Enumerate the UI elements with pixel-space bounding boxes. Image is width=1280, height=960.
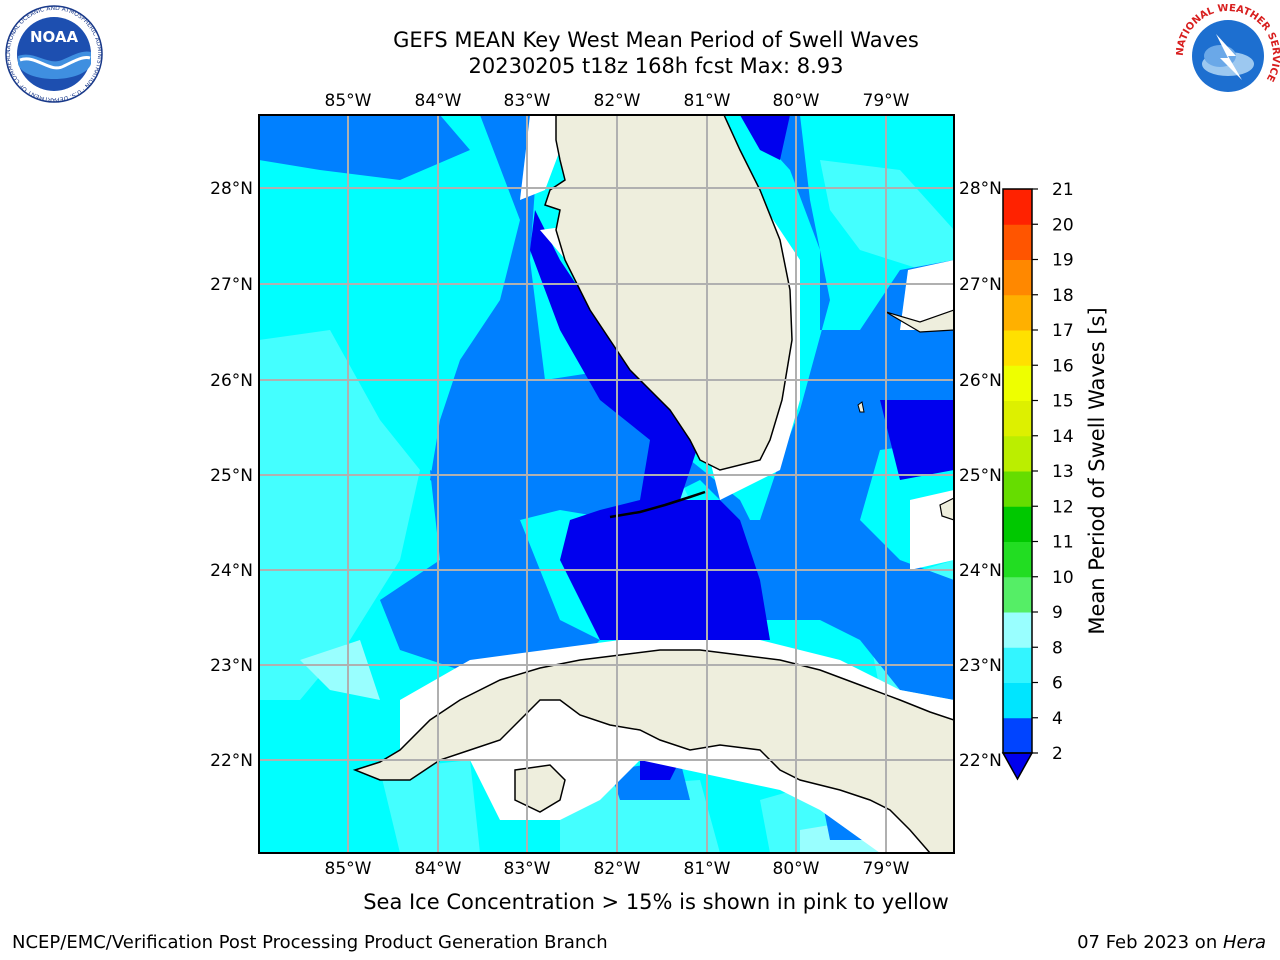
lon-label-81w-top: 81°W <box>684 91 731 111</box>
colorbar-segment <box>1003 224 1032 260</box>
colorbar-segment <box>1003 435 1032 472</box>
florida-land <box>544 115 793 471</box>
lat-label-27n-right: 27°N <box>959 275 1002 295</box>
colorbar-tick-label: 19 <box>1052 251 1074 271</box>
lat-labels-left: 28°N 27°N 26°N 25°N 24°N 23°N 22°N <box>210 179 253 771</box>
lat-label-23n-left: 23°N <box>210 656 253 676</box>
colorbar-tick-label: 2 <box>1052 744 1063 764</box>
lat-label-25n-right: 25°N <box>959 466 1002 486</box>
lon-label-80w-bottom: 80°W <box>773 859 820 879</box>
cuba-land <box>352 649 954 853</box>
florida-keys <box>609 490 706 519</box>
colorbar-segment <box>1003 400 1032 437</box>
lat-label-28n-left: 28°N <box>210 179 253 199</box>
colorbar-tick-label: 16 <box>1052 356 1074 376</box>
colorbar-tick-label: 13 <box>1052 462 1074 482</box>
colorbar-segment <box>1003 576 1032 613</box>
colorbar-segment <box>1003 330 1032 366</box>
bahamas-grand-bahama <box>885 309 954 333</box>
chart-subtitle: 20230205 t18z 168h fcst Max: 8.93 <box>468 54 844 78</box>
lon-label-84w-bottom: 84°W <box>415 859 462 879</box>
map-gridlines <box>259 115 954 853</box>
lat-label-22n-right: 22°N <box>959 751 1002 771</box>
colorbar: 2 4 6 8 9 10 11 12 13 14 15 16 17 18 19 20 21 <box>1001 180 1074 781</box>
map-frame <box>258 114 955 854</box>
nws-logo: NATIONAL WEATHER SERVICE <box>1176 4 1280 106</box>
colorbar-tick-label: 11 <box>1052 533 1074 553</box>
chart-title: GEFS MEAN Key West Mean Period of Swell … <box>393 28 919 52</box>
footer-host: Hera <box>1222 932 1266 953</box>
footer-date-text: 07 Feb 2023 on <box>1077 932 1223 953</box>
lon-label-85w-top: 85°W <box>325 91 372 111</box>
colorbar-extend-arrow <box>1001 752 1034 781</box>
lat-label-25n-left: 25°N <box>210 466 253 486</box>
lon-label-82w-top: 82°W <box>594 91 641 111</box>
colorbar-tick-label: 12 <box>1052 497 1074 517</box>
lat-label-27n-left: 27°N <box>210 275 253 295</box>
colorbar-title: Mean Period of Swell Waves [s] <box>1085 307 1109 635</box>
colorbar-tick-label: 6 <box>1052 674 1063 694</box>
colorbar-tick-label: 20 <box>1052 215 1074 235</box>
colorbar-segment <box>1003 717 1032 754</box>
lon-label-85w-bottom: 85°W <box>325 859 372 879</box>
lon-labels-top: 85°W 84°W 83°W 82°W 81°W 80°W 79°W <box>325 91 910 111</box>
lon-label-81w-bottom: 81°W <box>684 859 731 879</box>
map-field <box>259 115 954 853</box>
lat-label-26n-right: 26°N <box>959 371 1002 391</box>
colorbar-segment <box>1003 189 1032 225</box>
lat-label-28n-right: 28°N <box>959 179 1002 199</box>
footer-credit: NCEP/EMC/Verification Post Processing Pr… <box>12 932 608 953</box>
colorbar-tick-label: 9 <box>1052 603 1063 623</box>
lon-label-80w-top: 80°W <box>773 91 820 111</box>
noaa-logo: NATIONAL OCEANIC AND ATMOSPHERIC ADMINIS… <box>4 4 103 103</box>
colorbar-tick-label: 8 <box>1052 638 1063 658</box>
lon-label-83w-top: 83°W <box>504 91 551 111</box>
colorbar-tick-label: 10 <box>1052 568 1074 588</box>
colorbar-tick-label: 18 <box>1052 286 1074 306</box>
colorbar-segment <box>1003 259 1032 296</box>
colorbar-segment <box>1003 541 1032 578</box>
lat-labels-right: 28°N 27°N 26°N 25°N 24°N 23°N 22°N <box>959 179 1002 771</box>
lon-labels-bottom: 85°W 84°W 83°W 82°W 81°W 80°W 79°W <box>325 859 910 879</box>
colorbar-tick-label: 14 <box>1052 427 1074 447</box>
lon-label-82w-bottom: 82°W <box>594 859 641 879</box>
bahamas-andros <box>939 497 954 521</box>
footer-date: 07 Feb 2023 on Hera <box>1077 932 1266 953</box>
colorbar-segment <box>1003 506 1032 542</box>
colorbar-segment <box>1003 294 1032 331</box>
lon-label-79w-bottom: 79°W <box>863 859 910 879</box>
lat-label-24n-right: 24°N <box>959 561 1002 581</box>
lon-label-84w-top: 84°W <box>415 91 462 111</box>
colorbar-tick-label: 21 <box>1052 180 1074 200</box>
sea-ice-caption: Sea Ice Concentration > 15% is shown in … <box>363 890 949 914</box>
colorbar-tick-label: 17 <box>1052 321 1074 341</box>
lon-label-79w-top: 79°W <box>863 91 910 111</box>
lat-label-22n-left: 22°N <box>210 751 253 771</box>
lat-label-23n-right: 23°N <box>959 656 1002 676</box>
lat-label-24n-left: 24°N <box>210 561 253 581</box>
lat-label-26n-left: 26°N <box>210 371 253 391</box>
bahamas-bimini <box>857 401 865 413</box>
colorbar-segment <box>1003 612 1032 648</box>
colorbar-tick-label: 4 <box>1052 709 1063 729</box>
colorbar-segment <box>1003 647 1032 683</box>
colorbar-segment <box>1003 682 1032 719</box>
colorbar-segment <box>1003 471 1032 507</box>
colorbar-segment <box>1003 365 1032 401</box>
colorbar-tick-label: 15 <box>1052 392 1074 412</box>
lon-label-83w-bottom: 83°W <box>504 859 551 879</box>
svg-text:NOAA: NOAA <box>30 28 79 46</box>
